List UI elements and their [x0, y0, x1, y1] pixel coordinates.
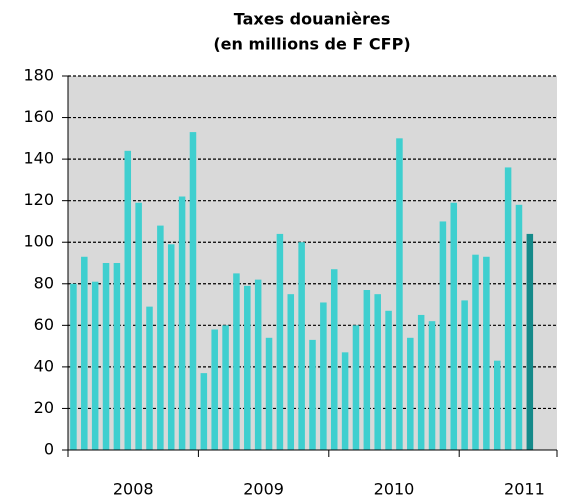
- bar: [450, 202, 458, 450]
- bar: [298, 242, 305, 450]
- bar: [211, 329, 218, 450]
- bar: [200, 373, 208, 450]
- bar: [233, 273, 240, 450]
- x-tick-label: 2009: [243, 480, 284, 498]
- bar: [178, 196, 186, 450]
- bar: [493, 360, 501, 450]
- bar: [254, 279, 262, 450]
- bar: [330, 269, 338, 450]
- bar: [189, 132, 197, 450]
- y-tick-label: 100: [23, 232, 54, 251]
- bar: [276, 233, 284, 450]
- y-tick-label: 80: [34, 273, 54, 292]
- bar: [91, 281, 99, 450]
- bar: [309, 339, 316, 450]
- x-tick-label: 2010: [374, 480, 415, 498]
- bar: [396, 138, 403, 451]
- y-tick-label: 40: [34, 356, 54, 375]
- bar: [135, 202, 142, 450]
- chart-title: Taxes douanières: [234, 10, 391, 29]
- y-tick-label: 0: [44, 440, 54, 459]
- bar: [70, 283, 77, 450]
- bar: [385, 310, 392, 450]
- bar: [483, 256, 490, 450]
- bar: [320, 302, 327, 450]
- y-tick-label: 160: [23, 107, 54, 126]
- bar: [167, 244, 175, 450]
- bar: [102, 263, 110, 450]
- bar: [81, 256, 88, 450]
- bar: [374, 294, 381, 450]
- bar: [113, 263, 121, 450]
- y-tick-label: 120: [23, 190, 54, 209]
- chart-title: (en millions de F CFP): [213, 35, 410, 54]
- y-tick-label: 60: [34, 315, 54, 334]
- bar: [407, 337, 414, 450]
- y-tick-label: 20: [34, 398, 54, 417]
- bar: [265, 337, 273, 450]
- bar: [461, 300, 468, 450]
- bar: [428, 321, 436, 450]
- bar: [526, 233, 534, 450]
- x-tick-label: 2008: [113, 480, 154, 498]
- bar: [363, 290, 371, 450]
- bar: [504, 167, 512, 450]
- x-tick-label: 2011: [504, 480, 545, 498]
- y-tick-label: 140: [23, 149, 54, 168]
- bar: [515, 204, 523, 450]
- y-tick-label: 180: [23, 66, 54, 85]
- bar: [157, 225, 164, 450]
- bar: [146, 306, 153, 450]
- bar: [352, 325, 360, 450]
- bar: [417, 314, 425, 450]
- bar: [472, 254, 479, 450]
- bar: [287, 294, 295, 450]
- bar: [244, 285, 251, 450]
- bar: [341, 352, 349, 450]
- bar: [439, 221, 447, 450]
- bar: [222, 325, 229, 450]
- bar: [124, 150, 132, 451]
